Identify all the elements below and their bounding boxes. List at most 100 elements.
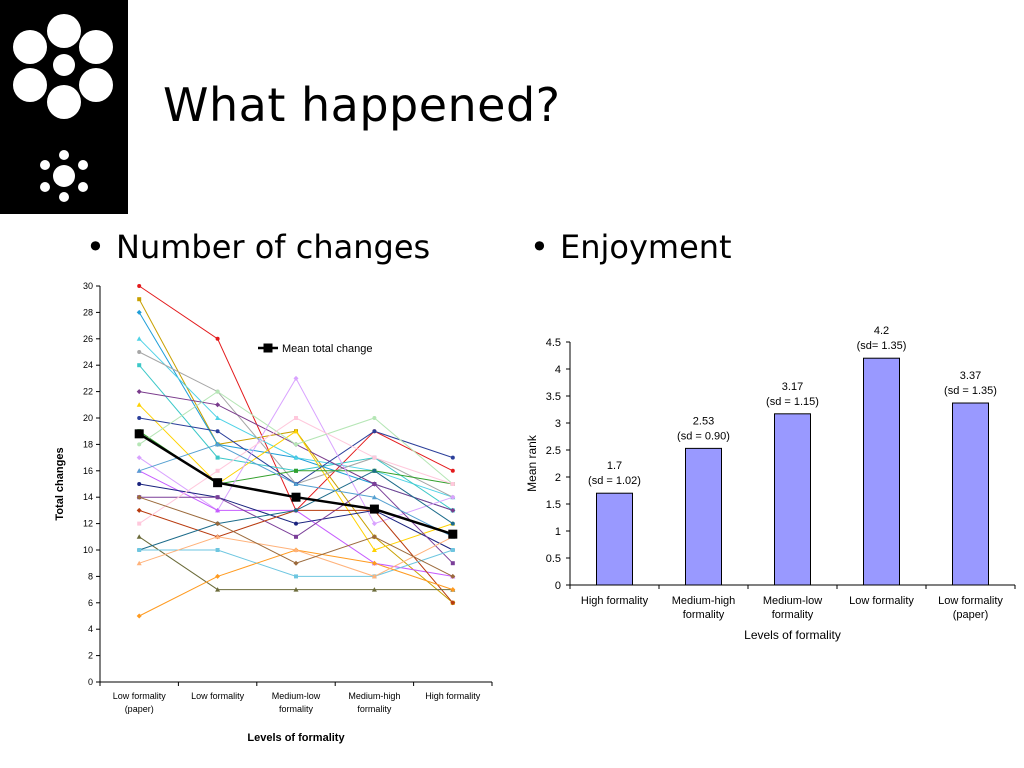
x-tick-label: High formality — [581, 595, 649, 607]
participant-point — [371, 521, 377, 527]
participant-point — [137, 482, 142, 486]
y-axis-title: Mean rank — [525, 434, 539, 492]
participant-point — [294, 442, 298, 447]
mean-point — [369, 504, 379, 514]
participant-point — [293, 455, 299, 460]
x-tick-label: (paper) — [125, 704, 154, 714]
y-tick-label: 24 — [83, 360, 93, 370]
participant-point — [215, 495, 220, 500]
x-tick-label: Medium-high — [672, 595, 736, 607]
participant-point — [371, 560, 377, 566]
y-tick-label: 4.5 — [546, 337, 561, 349]
participant-point — [137, 416, 142, 420]
participant-point — [293, 547, 299, 552]
participant-point — [136, 613, 142, 619]
y-tick-label: 12 — [83, 519, 93, 529]
participant-point — [293, 375, 299, 381]
participant-point — [137, 442, 142, 447]
y-tick-label: 30 — [83, 281, 93, 291]
participant-point — [215, 402, 221, 408]
x-tick-label: High formality — [425, 691, 481, 701]
participant-point — [294, 534, 298, 539]
participant-point — [215, 441, 221, 447]
participant-point — [450, 482, 455, 486]
participant-point — [215, 468, 220, 473]
participant-series-line — [139, 391, 453, 511]
bar-sd-label: (sd = 1.02) — [588, 475, 641, 487]
bullet-number-of-changes: • Number of changes — [86, 228, 430, 266]
y-tick-label: 0.5 — [546, 553, 561, 565]
participant-point — [136, 534, 142, 539]
participant-point — [450, 521, 455, 526]
y-tick-label: 1.5 — [546, 499, 561, 511]
participant-point — [215, 415, 221, 420]
bar — [685, 447, 722, 586]
y-tick-label: 4 — [88, 624, 93, 634]
participant-series-line — [138, 351, 454, 498]
x-tick-label: formality — [279, 704, 314, 714]
participant-point — [136, 494, 142, 500]
participant-point — [371, 573, 377, 579]
participant-point — [215, 507, 221, 513]
y-tick-label: 2 — [88, 651, 93, 661]
participant-point — [372, 416, 377, 420]
y-tick-label: 1 — [555, 526, 561, 538]
participant-point — [294, 508, 298, 513]
y-tick-label: 2 — [555, 472, 561, 484]
participant-point — [294, 416, 298, 420]
x-tick-label: Medium-high — [348, 691, 400, 701]
participant-point — [215, 455, 220, 460]
x-tick-label: Low formality — [113, 691, 167, 701]
participant-point — [137, 284, 142, 288]
participant-point — [450, 468, 455, 473]
participant-series-line — [139, 417, 453, 485]
bar-sd-label: (sd = 1.35) — [944, 385, 997, 397]
x-axis-title: Levels of formality — [744, 628, 841, 642]
participant-point — [450, 494, 456, 500]
participant-point — [372, 455, 377, 460]
y-tick-label: 6 — [88, 598, 93, 608]
bar-value-label: 4.2 — [874, 325, 889, 337]
participant-point — [137, 350, 142, 354]
mean-rank-bar-chart: 00.511.522.533.544.51.7(sd = 1.02)2.53(s… — [525, 325, 1016, 642]
legend-label: Mean total change — [282, 343, 373, 355]
participant-point — [136, 309, 142, 315]
y-tick-label: 16 — [83, 466, 93, 476]
x-tick-label: Low formality — [938, 595, 1003, 607]
mean-point — [291, 492, 301, 502]
participant-point — [136, 389, 142, 395]
bar — [863, 357, 900, 586]
page-title: What happened? — [163, 78, 561, 132]
participant-point — [136, 402, 142, 407]
mean-point — [448, 529, 458, 539]
y-tick-label: 0 — [555, 580, 561, 592]
y-tick-label: 3 — [555, 418, 561, 430]
participant-point — [372, 429, 377, 434]
participant-point — [215, 336, 220, 341]
participant-point — [371, 547, 377, 552]
participant-point — [215, 548, 220, 552]
mean-point — [213, 478, 223, 488]
bar-value-label: 3.37 — [960, 370, 981, 382]
bullet-dot: • — [86, 228, 105, 266]
x-axis-title: Levels of formality — [247, 732, 345, 744]
bar-value-label: 3.17 — [782, 381, 803, 393]
bar-sd-label: (sd = 1.15) — [766, 396, 819, 408]
participant-point — [371, 534, 377, 540]
y-axis-title: Total changes — [54, 447, 66, 520]
participant-point — [136, 560, 142, 566]
y-tick-label: 4 — [555, 364, 561, 376]
participant-point — [215, 534, 221, 539]
participant-point — [450, 548, 455, 552]
bar-sd-label: (sd = 0.90) — [677, 430, 730, 442]
participant-point — [137, 297, 142, 302]
participant-point — [450, 507, 456, 513]
participant-point — [215, 429, 220, 434]
participant-point — [136, 336, 142, 341]
participant-point — [293, 587, 299, 592]
participant-point — [136, 468, 142, 473]
participant-point — [371, 494, 377, 500]
participant-point — [450, 573, 456, 579]
x-tick-label: Low formality — [191, 691, 245, 701]
